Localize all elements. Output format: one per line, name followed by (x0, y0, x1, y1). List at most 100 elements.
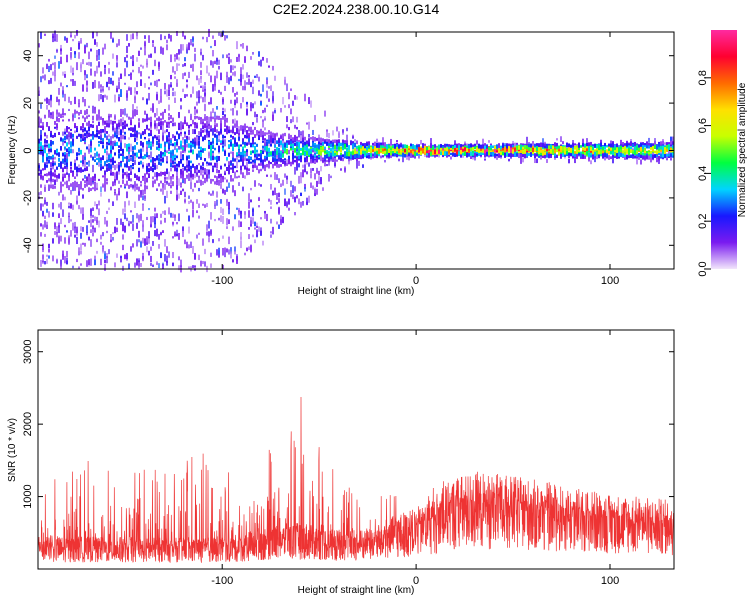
spectrogram-cell (296, 152, 298, 155)
spectrogram-cell (328, 154, 330, 157)
spectrogram-cell (174, 143, 176, 151)
spectrogram-cell (364, 150, 366, 156)
spectrogram-cell (324, 150, 326, 154)
spectrogram-cell (322, 187, 324, 191)
spectrogram-cell (536, 143, 538, 148)
spectrogram-cell (314, 173, 316, 180)
spectrogram-cell (196, 108, 198, 114)
spectrogram-cell (348, 148, 350, 152)
spectrogram-cell (270, 161, 272, 165)
spectrogram-cell (354, 139, 356, 142)
spectrogram-cell (248, 210, 250, 218)
spectrogram-cell (254, 221, 256, 227)
spectrogram-cell (646, 141, 648, 146)
spectrogram-cell (48, 98, 50, 106)
spectrogram-cell (174, 166, 176, 172)
spectrogram-cell (180, 259, 182, 267)
spectrogram-cell (226, 199, 228, 206)
spectrogram-cell (40, 134, 42, 140)
spectrogram-cell (46, 258, 48, 264)
spectrogram-cell (148, 92, 150, 101)
spectrogram-cell (188, 71, 190, 79)
spectrogram-cell (204, 168, 206, 175)
spectrogram-cell (312, 129, 314, 135)
spectrogram-cell (246, 130, 248, 135)
spectrogram-cell (94, 159, 96, 163)
spectrogram-cell (218, 32, 220, 36)
spectrogram-cell (108, 154, 110, 160)
spectrogram-cell (116, 62, 118, 68)
spectrogram-cell (132, 33, 134, 40)
spectrogram-cell (344, 143, 346, 149)
spectrogram-cell (96, 187, 98, 191)
spectrogram-cell (556, 142, 558, 147)
spectrogram-cell (356, 145, 358, 149)
spectrogram-cell (560, 136, 562, 142)
spectrogram-cell (394, 144, 396, 149)
spectrogram-cell (220, 120, 222, 125)
spectrogram-cell (300, 201, 302, 208)
spectrogram-cell (154, 172, 156, 178)
spectrogram-cell (252, 136, 254, 142)
spectrogram-cell (164, 141, 166, 145)
spectrogram-cell (68, 96, 70, 103)
spectrogram-cell (650, 143, 652, 148)
spectrogram-cell (312, 167, 314, 171)
spectrogram-cell (628, 145, 630, 148)
spectrogram-cell (232, 127, 234, 134)
spectrogram-cell (298, 157, 300, 161)
spectrogram-cell (214, 60, 216, 65)
spectrogram-cell (192, 149, 194, 152)
spectrogram-cell (112, 71, 114, 76)
spectrogram-cell (230, 167, 232, 170)
spectrogram-cell (472, 150, 474, 155)
spectrogram-cell (248, 193, 250, 202)
spectrogram-cell (620, 142, 622, 145)
spectrogram-cell (90, 144, 92, 149)
spectrogram-cell (212, 35, 214, 39)
spectrogram-cell (240, 236, 242, 240)
spectrogram-cell (76, 226, 78, 234)
spectrogram-cell (470, 145, 472, 148)
spectrogram-cell (84, 110, 86, 115)
spectrogram-cell (234, 93, 236, 97)
spectrogram-cell (64, 237, 66, 244)
spectrogram-cell (340, 152, 342, 155)
spectrogram-cell (122, 244, 124, 251)
spectrogram-cell (344, 140, 346, 143)
spectrogram-cell (334, 139, 336, 144)
spectrogram-cell (138, 161, 140, 165)
spectrogram-cell (168, 171, 170, 180)
spectrogram-cell (542, 153, 544, 158)
spectrogram-cell (74, 176, 76, 180)
spectrogram-cell (140, 194, 142, 198)
spectrogram-cell (90, 258, 92, 266)
spectrogram-cell (120, 255, 122, 259)
spectrogram-cell (174, 142, 176, 146)
spectrogram-cell (140, 160, 142, 165)
spectrogram-cell (108, 76, 110, 85)
spectrogram-cell (196, 155, 198, 160)
spectrogram-cell (262, 109, 264, 114)
spectrogram-cell (290, 143, 292, 147)
spectrogram-cell (308, 97, 310, 105)
spectrogram-cell (104, 177, 106, 183)
spectrogram-cell (218, 59, 220, 65)
spectrogram-cell (206, 131, 208, 138)
spectrogram-cell (120, 153, 122, 156)
spectrogram-cell (608, 150, 610, 155)
spectrogram-cell (320, 147, 322, 150)
spectrogram-cell (296, 163, 298, 171)
spectrogram-cell (68, 177, 70, 182)
spectrogram-cell (72, 185, 74, 191)
spectrogram-cell (196, 91, 198, 99)
spectrogram-cell (396, 151, 398, 156)
spectrogram-cell (126, 180, 128, 186)
spectrogram-cell (530, 147, 532, 152)
spectrogram-cell (254, 134, 256, 138)
spectrogram-cell (102, 248, 104, 252)
spectrogram-cell (590, 144, 592, 150)
spectrogram-cell (186, 174, 188, 178)
spectrogram-cell (250, 56, 252, 60)
spectrogram-cell (252, 79, 254, 84)
